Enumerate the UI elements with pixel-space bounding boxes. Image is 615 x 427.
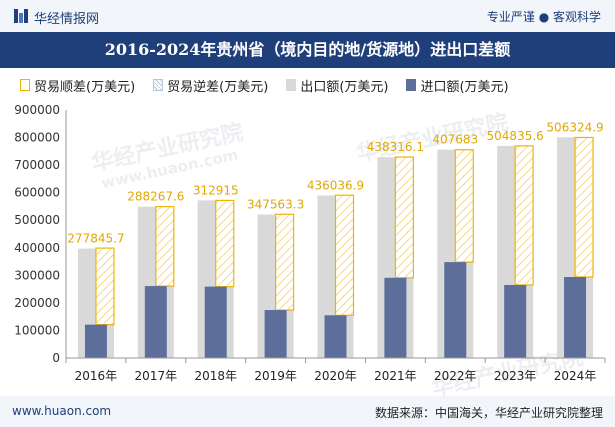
legend-label-import: 进口额(万美元) [420,79,509,95]
y-tick-label: 100000 [14,323,60,337]
y-tick-label: 200000 [14,296,60,310]
import-bar [564,276,587,358]
surplus-bar [394,156,414,279]
x-tick-label: 2023年 [494,369,537,383]
x-tick-label: 2022年 [434,369,477,383]
import-bar [84,324,107,358]
surplus-bar [275,213,295,311]
surplus-bar [454,149,474,263]
legend-item-export[interactable]: 出口额(万美元) [286,74,388,96]
surplus-bar [95,247,115,326]
x-tick-label: 2024年 [554,369,597,383]
legend-swatch-export [286,79,297,91]
y-tick-label: 900000 [14,103,60,117]
import-bar [504,284,527,358]
footer: www.huaon.com 数据来源：中国海关，华经产业研究院整理 [0,396,615,427]
x-axis: 2016年 2017年 2018年 2019年 2020年 2021年 2022年 2023年… [65,357,606,383]
y-tick-label: 300000 [14,268,60,282]
import-bar [264,310,287,358]
chart-area: 0 100000 200000 300000 400000 500000 600000 700… [14,103,606,383]
y-axis: 0 100000 200000 300000 400000 500000 600000 700… [14,103,67,365]
legend-swatch-surplus [20,79,30,91]
surplus-data-label: 277845.7 [67,232,124,246]
legend-swatch-import [406,79,417,91]
x-tick-label: 2021年 [374,369,417,383]
footer-url[interactable]: www.huaon.com [12,404,112,418]
legend-label-surplus: 贸易顺差(万美元) [34,79,136,95]
surplus-data-label: 407683 [432,133,478,147]
import-bar [144,286,167,358]
y-tick-label: 800000 [14,131,60,145]
import-bar [444,262,467,358]
x-tick-label: 2018年 [194,369,237,383]
surplus-data-label: 347563.3 [247,197,304,211]
title-bar: 2016-2024年贵州省（境内目的地/货源地）进出口差额 [0,32,615,68]
legend-item-import[interactable]: 进口额(万美元) [406,74,509,96]
y-tick-label: 700000 [14,158,60,172]
legend-label-deficit: 贸易逆差(万美元) [167,79,269,95]
legend-label-export: 出口额(万美元) [300,79,389,95]
x-tick-label: 2016年 [75,369,118,383]
logo-text: 华经情报网 [34,12,100,27]
surplus-bar [215,199,235,288]
y-tick-label: 500000 [14,213,60,227]
x-tick-label: 2017年 [135,369,178,383]
surplus-data-label: 504835.6 [487,129,544,143]
surplus-bar [574,136,594,278]
chart-title: 2016-2024年贵州省（境内目的地/货源地）进出口差额 [104,40,511,59]
legend: 贸易顺差(万美元) 贸易逆差(万美元) 出口额(万美元) 进口额(万美元) [20,74,610,96]
import-bar [384,277,407,358]
legend-item-surplus[interactable]: 贸易顺差(万美元) [20,74,135,96]
surplus-bar [334,194,355,316]
surplus-data-label: 436036.9 [307,178,364,192]
top-bar: 华经情报网 专业严谨 ● 客观科学 [0,0,615,32]
surplus-data-label: 506324.9 [546,120,603,134]
x-tick-label: 2019年 [254,369,297,383]
data-source: 数据来源：中国海关，华经产业研究院整理 [374,406,603,420]
logo-icon [14,9,28,23]
y-tick-label: 600000 [14,186,60,200]
y-tick-label: 400000 [14,241,60,255]
import-bar [204,286,227,358]
x-tick-label: 2020年 [314,369,357,383]
legend-item-deficit[interactable]: 贸易逆差(万美元) [153,74,268,96]
legend-swatch-deficit [153,79,164,91]
surplus-bar [514,145,534,286]
surplus-data-label: 288267.6 [127,190,184,204]
surplus-bar [155,206,175,287]
tagline: 专业严谨 ● 客观科学 [486,10,601,24]
surplus-data-label: 438316.1 [367,140,424,154]
y-tick-label: 0 [52,351,60,365]
surplus-data-label: 312915 [193,183,239,197]
import-bar [324,315,347,358]
